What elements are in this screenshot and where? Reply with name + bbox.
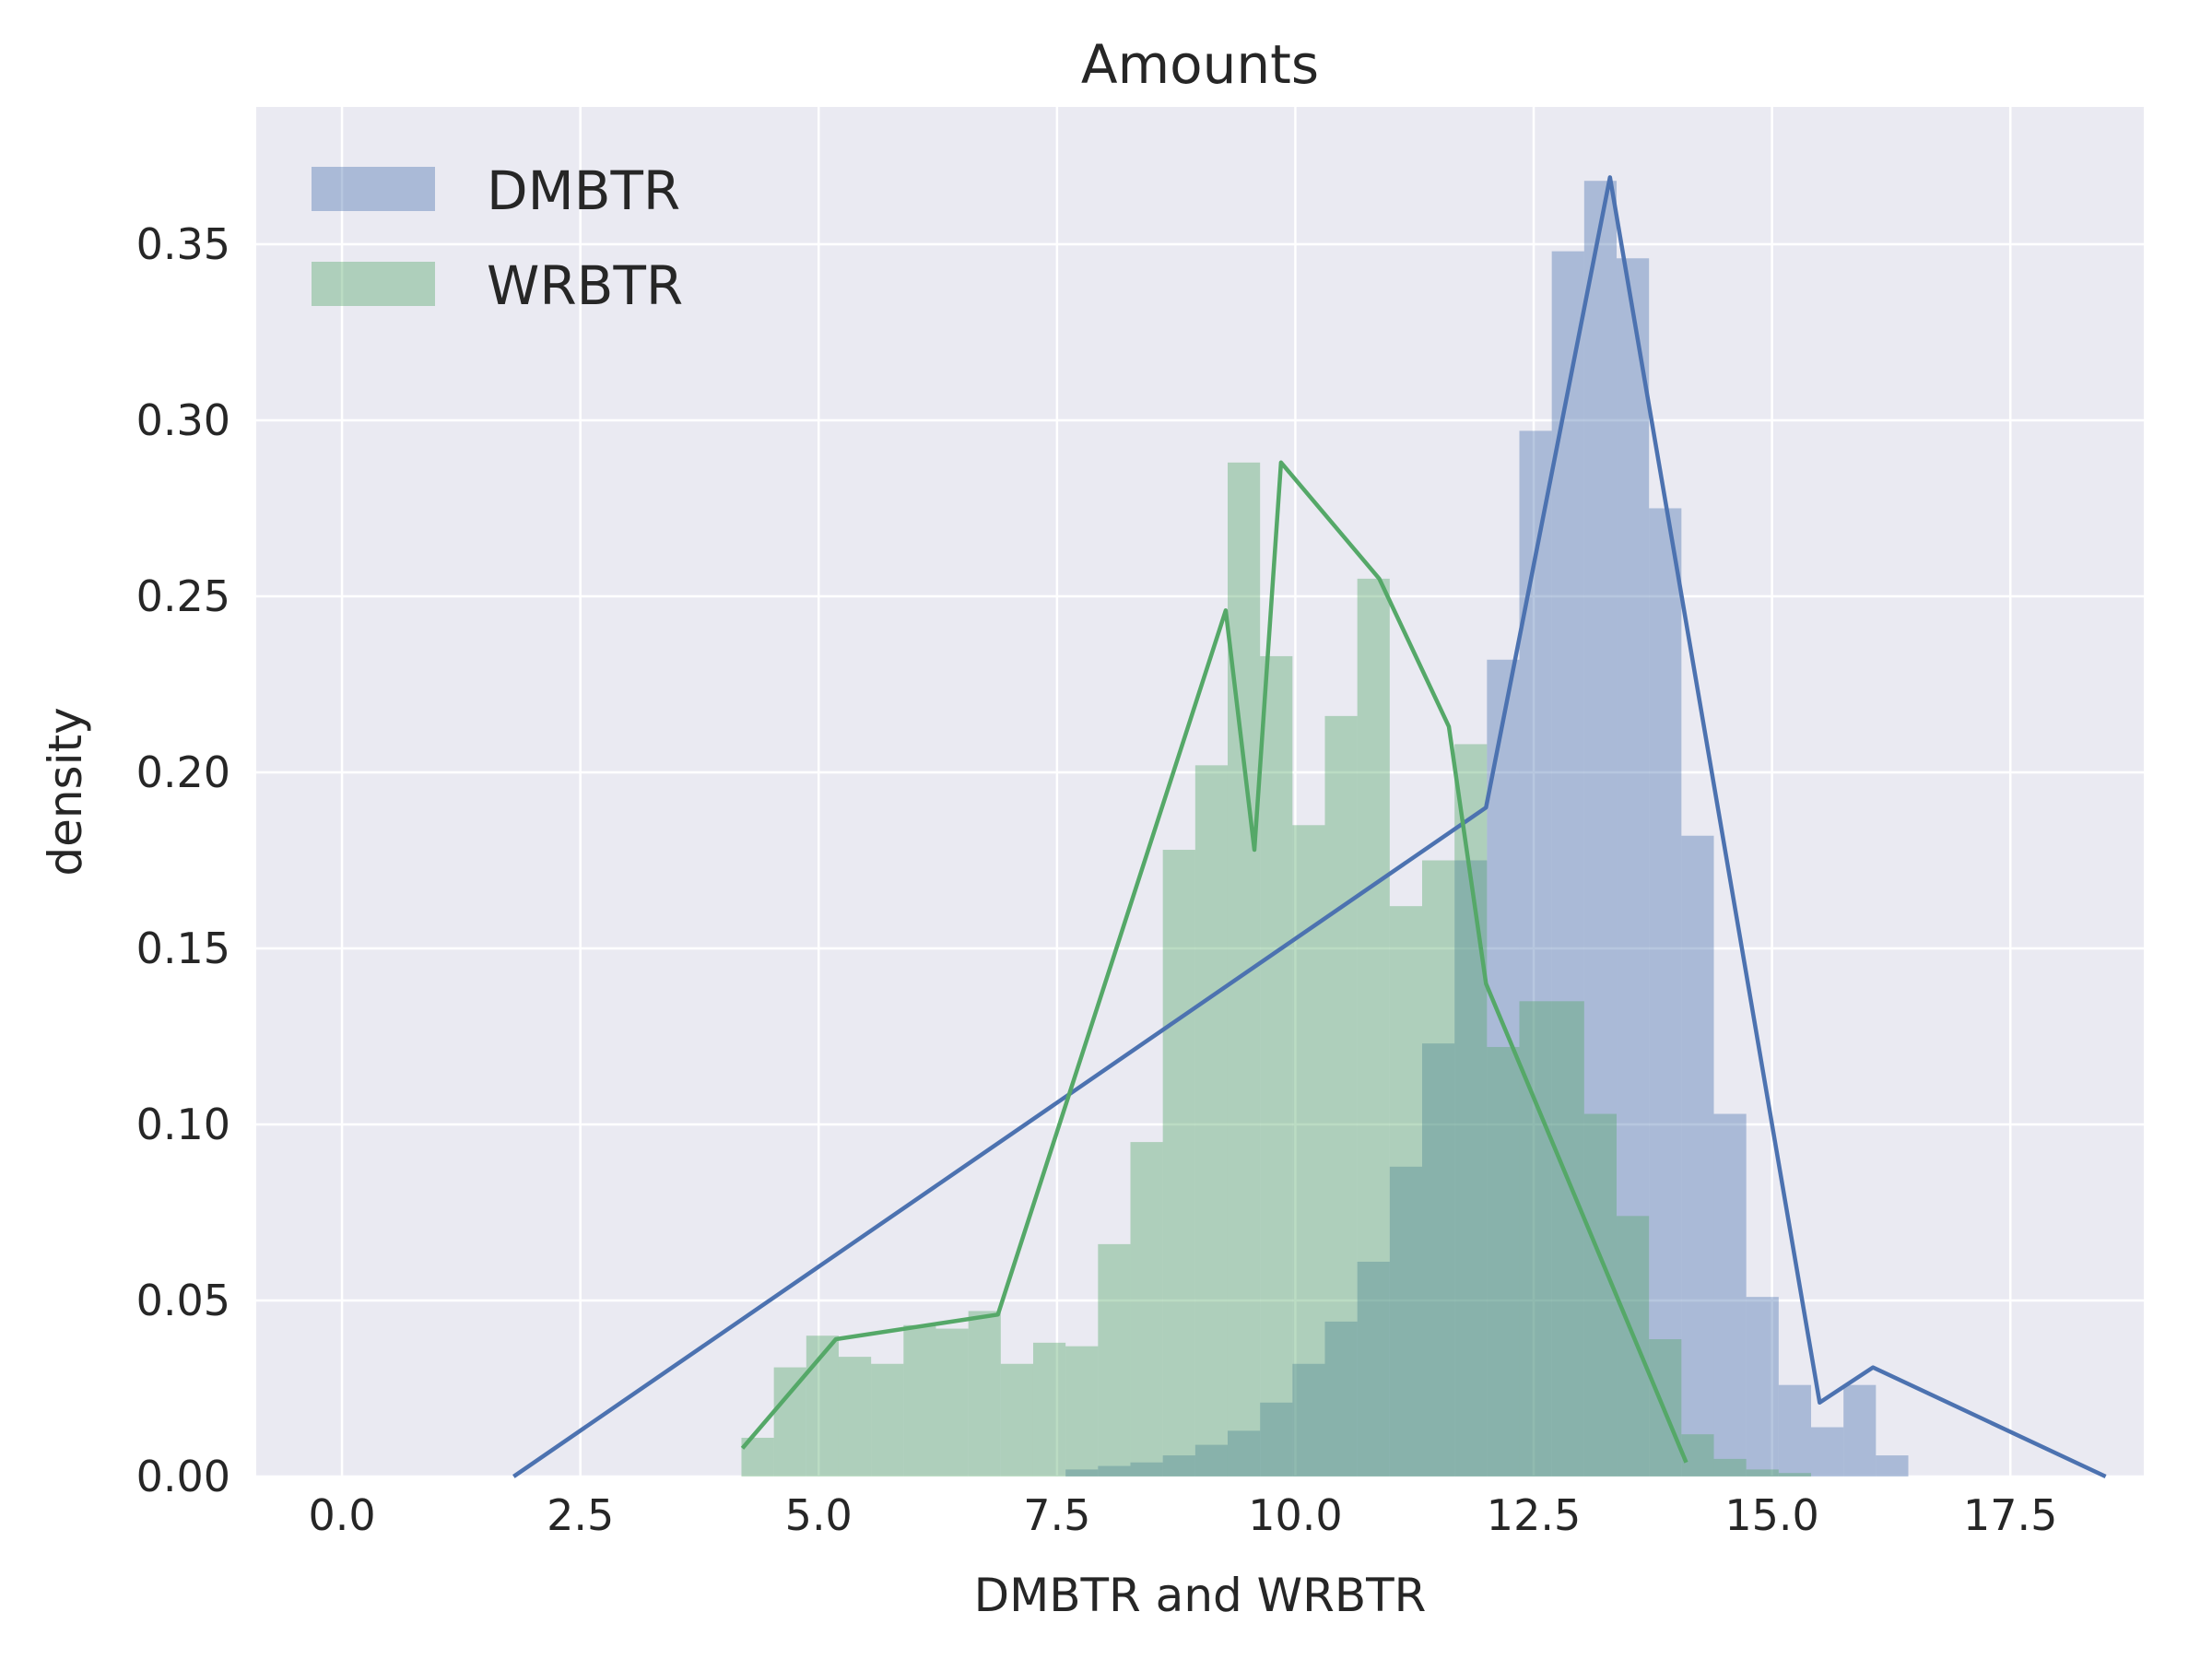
histogram-bar: [1292, 1363, 1325, 1477]
histogram-bar: [773, 1367, 806, 1477]
histogram-bar: [806, 1335, 839, 1477]
y-tick-label: 0.20: [136, 747, 230, 797]
histogram-bar: [1032, 1342, 1066, 1477]
histogram-bar: [1098, 1465, 1131, 1477]
histogram-bar: [968, 1311, 1001, 1477]
histogram-bar: [1713, 1458, 1747, 1477]
legend-swatch-wrbtr: [312, 262, 435, 306]
y-tick-label: 0.10: [136, 1100, 230, 1149]
y-tick-label: 0.05: [136, 1276, 230, 1325]
x-tick-label: 2.5: [547, 1490, 614, 1540]
y-tick-label: 0.35: [136, 219, 230, 269]
histogram-bar: [1389, 906, 1423, 1477]
y-tick-label: 0.00: [136, 1452, 230, 1501]
histogram-bar: [1746, 1297, 1779, 1477]
legend-swatch-dmbtr: [312, 167, 435, 211]
histogram-bar: [1681, 835, 1714, 1477]
histogram-dmbtr: [1065, 181, 1909, 1477]
legend: DMBTR WRBTR: [312, 159, 683, 317]
histogram-bars: [741, 181, 1909, 1477]
histogram-bar: [1130, 1142, 1163, 1477]
histogram-bar: [1130, 1462, 1163, 1477]
histogram-bar: [1422, 860, 1455, 1477]
histogram-bar: [1098, 1243, 1131, 1477]
histogram-bar: [1292, 825, 1325, 1477]
y-axis-ticks: 0.00 0.05 0.10 0.15 0.20 0.25 0.30 0.35: [136, 219, 230, 1501]
histogram-bar: [1324, 1321, 1358, 1477]
x-axis-ticks: 0.0 2.5 5.0 7.5 10.0 12.5 15.0 17.5: [309, 1490, 2058, 1540]
histogram-bar: [1876, 1455, 1909, 1477]
y-tick-label: 0.25: [136, 571, 230, 621]
histogram-bar: [1487, 1046, 1520, 1477]
x-axis-label: DMBTR and WRBTR: [974, 1569, 1427, 1622]
histogram-bar: [1713, 1113, 1747, 1477]
y-tick-label: 0.30: [136, 395, 230, 445]
histogram-bar: [1357, 578, 1390, 1477]
histogram-bar: [1065, 1346, 1099, 1477]
histogram-bar: [1843, 1384, 1877, 1477]
histogram-bar: [1487, 659, 1520, 1477]
histogram-bar: [1681, 1434, 1714, 1477]
x-tick-label: 12.5: [1487, 1490, 1581, 1540]
histogram-bar: [1000, 1363, 1033, 1477]
x-tick-label: 7.5: [1023, 1490, 1090, 1540]
histogram-bar: [1454, 744, 1488, 1477]
histogram-bar: [1583, 1113, 1618, 1477]
histogram-bar: [1746, 1469, 1779, 1477]
x-tick-label: 10.0: [1248, 1490, 1342, 1540]
chart-title: Amounts: [1081, 33, 1319, 96]
histogram-bar: [838, 1357, 872, 1477]
histogram-bar: [1194, 1444, 1228, 1477]
x-tick-label: 15.0: [1724, 1490, 1818, 1540]
histogram-bar: [1162, 850, 1195, 1477]
histogram-bar: [935, 1328, 969, 1477]
histogram-bar: [1260, 1402, 1293, 1477]
grid-lines: [256, 107, 2144, 1478]
histogram-bar: [1357, 1261, 1390, 1477]
histogram-bar: [1227, 462, 1261, 1477]
histogram-bar: [1422, 1043, 1455, 1477]
histogram-bar: [1227, 1430, 1261, 1477]
x-tick-label: 17.5: [1963, 1490, 2057, 1540]
histogram-bar: [1551, 1001, 1584, 1477]
kde-line-dmbtr: [512, 175, 2107, 1479]
histogram-bar: [1811, 1427, 1844, 1477]
histogram-bar: [1389, 1166, 1423, 1477]
histogram-bar: [1617, 258, 1650, 1477]
histogram-wrbtr: [741, 462, 1812, 1477]
histogram-bar: [1617, 1216, 1650, 1477]
kde-curves: [512, 175, 2107, 1479]
histogram-bar: [1194, 765, 1228, 1477]
histogram-bar: [871, 1363, 904, 1477]
y-tick-label: 0.15: [136, 924, 230, 973]
histogram-bar: [1260, 655, 1293, 1477]
histogram-bar: [1649, 508, 1682, 1477]
kde-line-wrbtr: [740, 460, 1688, 1464]
histogram-bar: [1162, 1455, 1195, 1477]
y-axis-label: density: [39, 707, 92, 876]
histogram-bar: [1778, 1384, 1812, 1477]
histogram-bar: [1778, 1473, 1812, 1477]
histogram-bar: [1065, 1469, 1099, 1477]
legend-label-dmbtr: DMBTR: [487, 159, 680, 222]
histogram-bar: [1324, 715, 1358, 1477]
x-tick-label: 5.0: [785, 1490, 853, 1540]
plot-background: [256, 107, 2144, 1477]
histogram-bar: [903, 1324, 936, 1477]
x-tick-label: 0.0: [309, 1490, 376, 1540]
legend-label-wrbtr: WRBTR: [487, 254, 683, 317]
